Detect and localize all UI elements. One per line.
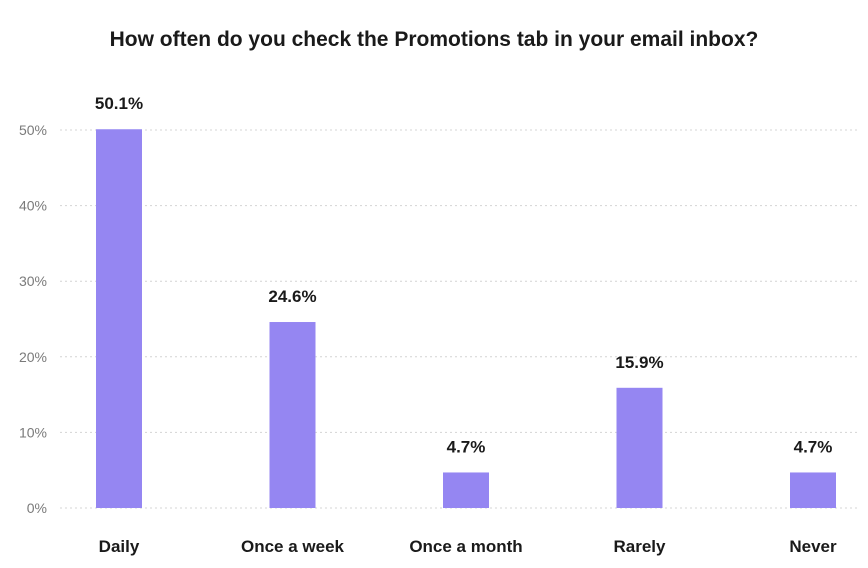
x-tick-label: Never <box>789 537 837 556</box>
bar <box>443 472 489 508</box>
x-tick-label: Once a week <box>241 537 345 556</box>
bars <box>96 129 836 508</box>
data-label: 50.1% <box>95 94 143 113</box>
x-axis-categories: Daily Once a week Once a month Rarely Never <box>99 537 837 556</box>
x-tick-label: Rarely <box>614 537 667 556</box>
value-labels: 50.1% 24.6% 4.7% 15.9% 4.7% <box>95 94 832 456</box>
y-tick-label: 50% <box>19 122 47 138</box>
y-tick-label: 40% <box>19 198 47 214</box>
data-label: 4.7% <box>794 437 833 456</box>
y-tick-label: 10% <box>19 424 47 440</box>
y-tick-label: 20% <box>19 349 47 365</box>
bar <box>790 472 836 508</box>
y-axis-ticks: 0% 10% 20% 30% 40% 50% <box>19 122 47 516</box>
y-tick-label: 0% <box>27 500 47 516</box>
data-label: 24.6% <box>268 287 316 306</box>
data-label: 4.7% <box>447 437 486 456</box>
bar <box>96 129 142 508</box>
data-label: 15.9% <box>615 353 663 372</box>
chart-title: How often do you check the Promotions ta… <box>109 28 759 51</box>
y-tick-label: 30% <box>19 273 47 289</box>
x-tick-label: Daily <box>99 537 140 556</box>
x-tick-label: Once a month <box>409 537 522 556</box>
bar <box>269 322 316 508</box>
bar <box>616 387 663 508</box>
